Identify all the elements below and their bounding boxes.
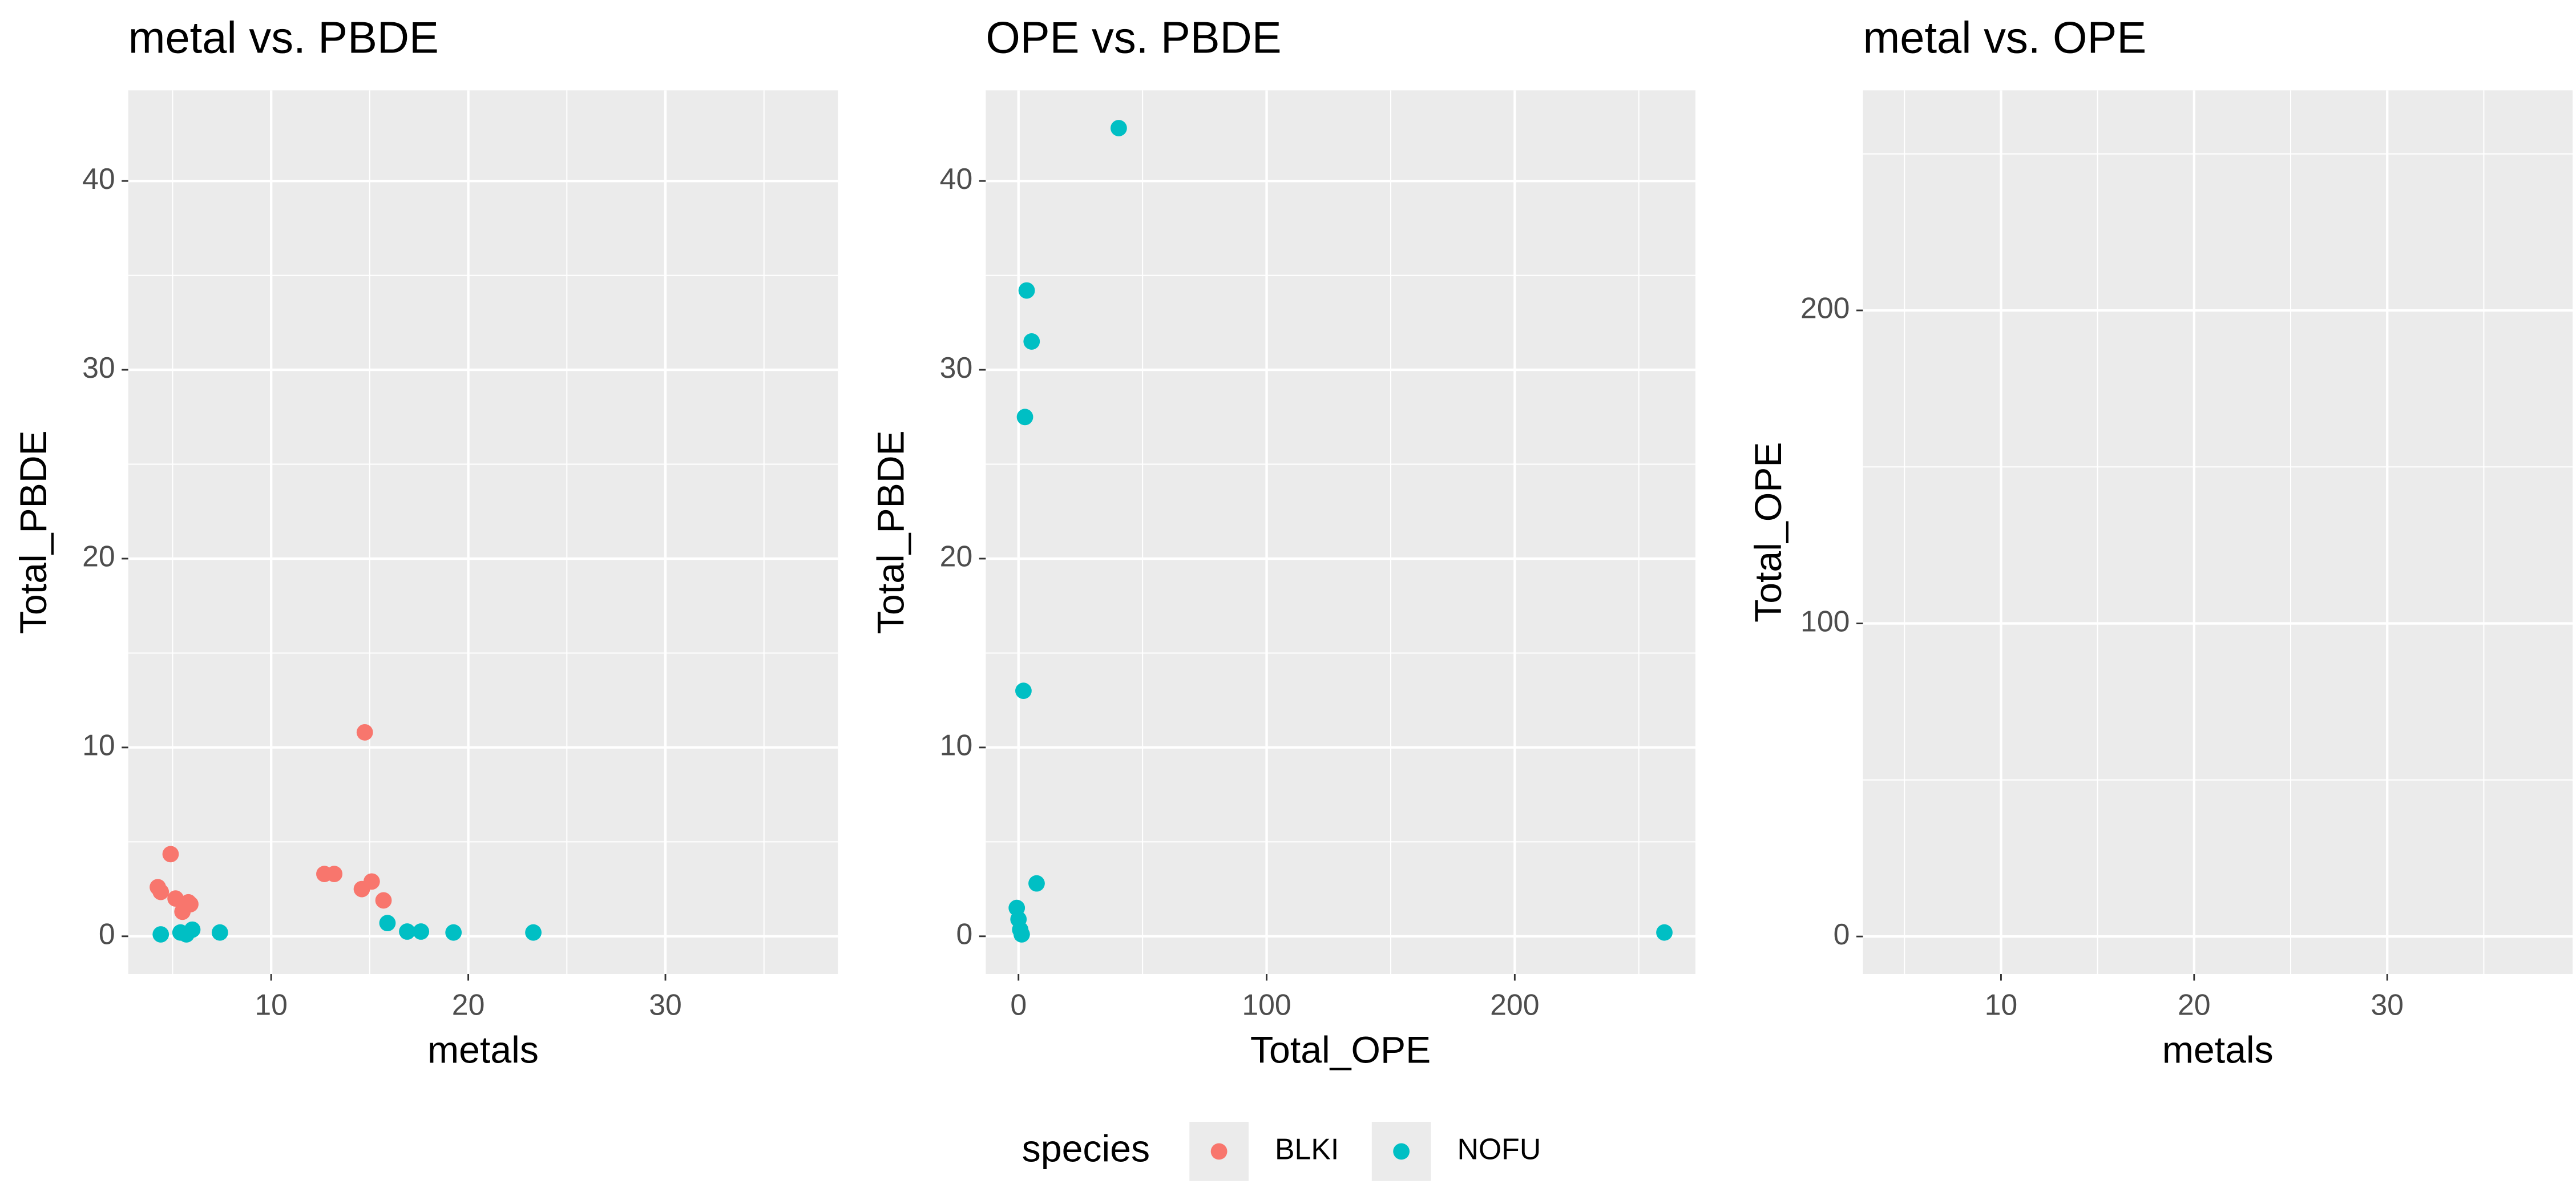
x-tick-label: 0 [1010, 988, 1027, 1021]
y-tick-label: 0 [1834, 918, 1850, 951]
x-tick-label: 20 [452, 988, 485, 1021]
point [1016, 409, 1033, 426]
point [445, 924, 462, 941]
point [399, 923, 415, 940]
y-tick-label: 0 [99, 918, 115, 951]
point [1013, 926, 1030, 943]
x-tick-label: 30 [649, 988, 682, 1021]
y-tick-label: 100 [1800, 604, 1850, 637]
point [525, 924, 542, 941]
x-tick-label: 10 [255, 988, 288, 1021]
legend-symbol [1393, 1143, 1410, 1160]
panel-background [986, 90, 1695, 974]
point [167, 890, 184, 907]
y-tick-label: 10 [940, 729, 973, 762]
x-tick-label: 100 [1242, 988, 1291, 1021]
point [182, 896, 199, 912]
point [184, 921, 201, 938]
y-tick-label: 30 [940, 351, 973, 384]
point [1018, 282, 1035, 299]
point [413, 923, 430, 940]
y-tick-label: 40 [82, 162, 115, 195]
legend-symbol [1210, 1143, 1228, 1160]
panel-title: metal vs. PBDE [128, 13, 439, 62]
x-tick-label: 20 [2178, 988, 2211, 1021]
y-tick-label: 10 [82, 729, 115, 762]
legend-label: NOFU [1457, 1133, 1541, 1166]
point [152, 883, 169, 900]
point [1028, 875, 1045, 892]
point [1656, 924, 1673, 941]
y-axis-title: Total_OPE [1747, 442, 1790, 622]
panel-title: OPE vs. PBDE [986, 13, 1281, 62]
point [1015, 682, 1032, 700]
point [152, 926, 169, 943]
point [1023, 333, 1040, 350]
panel-background [1863, 90, 2573, 974]
y-tick-label: 200 [1800, 292, 1850, 325]
point [211, 924, 228, 941]
point [162, 846, 179, 863]
y-tick-label: 0 [956, 918, 972, 951]
point [326, 866, 343, 883]
x-axis-title: metals [2162, 1029, 2274, 1072]
y-tick-label: 30 [82, 351, 115, 384]
legend-label: BLKI [1275, 1133, 1339, 1166]
point [356, 724, 373, 741]
panel-background [128, 90, 838, 974]
point [1111, 120, 1127, 136]
y-axis-title: Total_PBDE [13, 430, 55, 634]
x-axis-title: Total_OPE [1250, 1029, 1431, 1072]
legend-title: species [1022, 1128, 1150, 1170]
x-tick-label: 10 [1985, 988, 2018, 1021]
point [379, 915, 396, 932]
y-tick-label: 40 [940, 162, 973, 195]
y-axis-title: Total_PBDE [870, 430, 912, 634]
y-tick-label: 20 [82, 540, 115, 573]
point [363, 873, 380, 890]
y-tick-label: 20 [940, 540, 973, 573]
x-axis-title: metals [427, 1029, 539, 1072]
x-tick-label: 200 [1490, 988, 1539, 1021]
point [375, 892, 392, 909]
panel-title: metal vs. OPE [1863, 13, 2147, 62]
x-tick-label: 30 [2371, 988, 2404, 1021]
